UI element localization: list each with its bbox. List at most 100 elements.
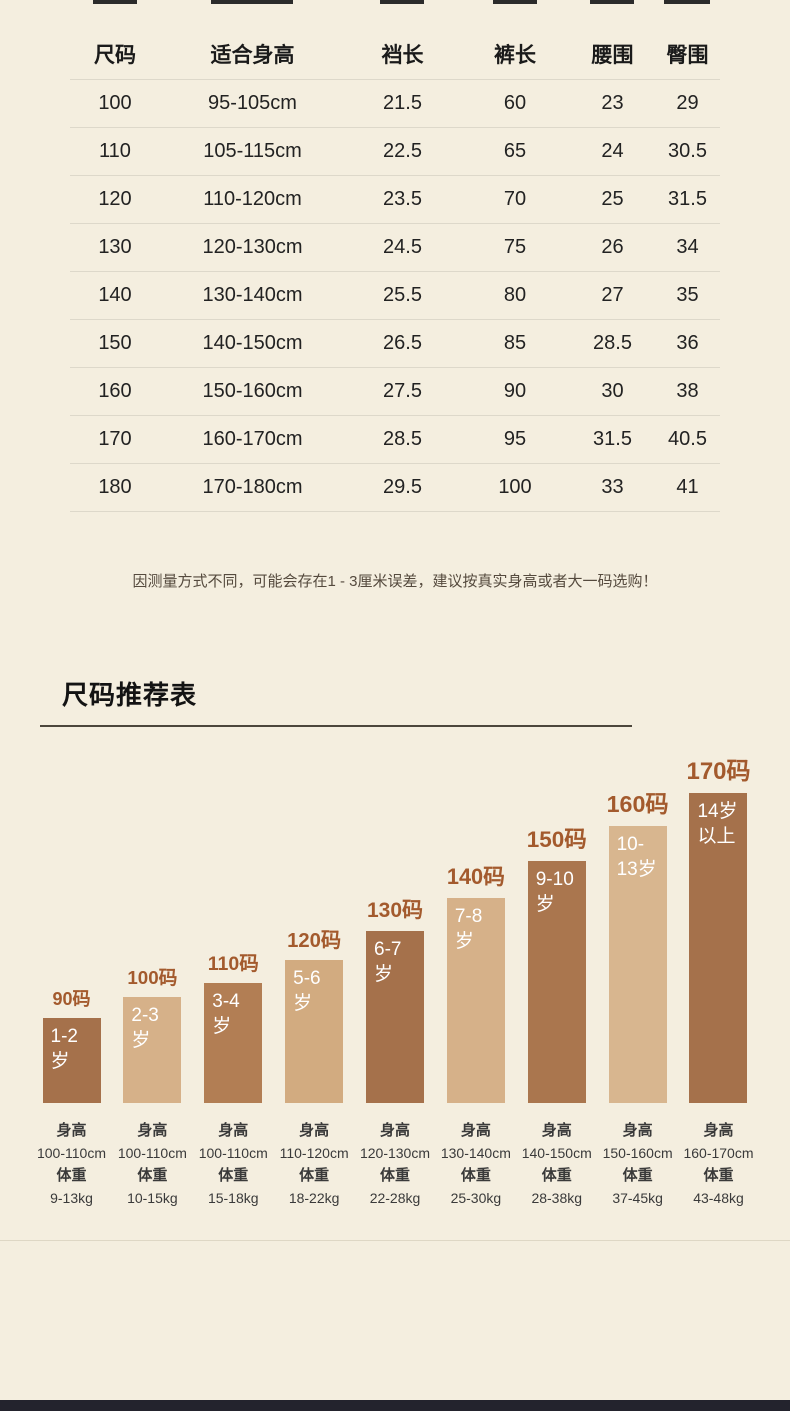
table-cell: 100 [98, 92, 132, 114]
table-cell: 41 [676, 476, 699, 498]
column-header: 裆长 [381, 43, 424, 67]
table-cell: 26 [601, 236, 624, 258]
table-row: 180 170-180cm 29.5 100 33 41 [70, 464, 720, 512]
table-cell: 23.5 [383, 188, 422, 210]
weight-value: 28-38kg [531, 1190, 583, 1206]
table-cell: 180 [98, 476, 132, 498]
age-bar: 5-6岁 [285, 960, 344, 1103]
weight-label: 体重 [218, 1167, 249, 1184]
column-info: 身高 100-110cm 体重 9-13kg [37, 1119, 106, 1209]
age-bar: 1-2岁 [42, 1018, 101, 1103]
table-cell: 25 [601, 188, 624, 210]
column-info: 身高 150-160cm 体重 37-45kg [603, 1119, 673, 1209]
table-cell: 60 [503, 92, 527, 114]
weight-label: 体重 [379, 1167, 410, 1184]
weight-value: 15-18kg [207, 1190, 259, 1206]
age-bar: 3-4岁 [204, 983, 263, 1103]
weight-value: 37-45kg [612, 1190, 663, 1206]
height-value: 100-110cm [36, 1145, 106, 1161]
chart-column: 150码 9-10岁 身高 140-150cm 体重 28-38kg [521, 751, 592, 1209]
table-cell: 110 [99, 140, 131, 162]
height-value: 100-110cm [198, 1145, 268, 1161]
table-cell: 28.5 [593, 332, 632, 354]
table-cell: 29.5 [383, 476, 422, 498]
weight-value: 18-22kg [288, 1190, 340, 1206]
column-info: 身高 120-130cm 体重 22-28kg [360, 1119, 430, 1209]
size-code-label: 140码 [446, 864, 505, 889]
table-cell: 120 [98, 188, 132, 210]
weight-value: 10-15kg [127, 1190, 178, 1206]
age-bar: 2-3岁 [123, 997, 182, 1103]
height-value: 120-130cm [359, 1145, 431, 1161]
column-header: 适合身高 [210, 43, 295, 67]
table-cell: 150-160cm [202, 380, 303, 402]
table-cell: 160-170cm [202, 428, 303, 450]
table-cell: 34 [676, 236, 699, 258]
height-label: 身高 [622, 1122, 653, 1139]
height-label: 身高 [56, 1122, 87, 1139]
table-cell: 170 [98, 428, 132, 450]
top-tick [93, 0, 137, 4]
column-header: 尺码 [94, 43, 136, 67]
table-cell: 31.5 [593, 428, 632, 450]
weight-label: 体重 [460, 1167, 491, 1184]
bottom-divider [0, 1240, 790, 1241]
table-row: 100 95-105cm 21.5 60 23 29 [70, 80, 720, 128]
weight-label: 体重 [703, 1167, 734, 1184]
top-tick [664, 0, 710, 4]
age-bar: 7-8岁 [446, 898, 505, 1103]
table-cell: 95-105cm [208, 92, 297, 114]
weight-label: 体重 [299, 1167, 330, 1184]
age-range-label: 6-7岁 [374, 939, 402, 985]
chart-column: 160码 10-13岁 身高 150-160cm 体重 37-45kg [602, 751, 673, 1209]
chart-column: 120码 5-6岁 身高 110-120cm 体重 18-22kg [279, 751, 350, 1209]
table-cell: 33 [601, 476, 624, 498]
age-bar: 14岁以上 [689, 793, 748, 1103]
table-cell: 150 [98, 332, 132, 354]
size-code-label: 120码 [287, 930, 342, 952]
table-cell: 27 [601, 284, 624, 306]
table-cell: 24 [601, 140, 624, 162]
age-range-label: 2-3岁 [131, 1005, 159, 1051]
age-bar: 9-10岁 [527, 861, 586, 1103]
table-row: 170 160-170cm 28.5 95 31.5 40.5 [70, 416, 720, 464]
weight-label: 体重 [622, 1167, 653, 1184]
age-range-label: 5-6岁 [293, 968, 321, 1014]
top-tick [211, 0, 293, 4]
top-tick [590, 0, 634, 4]
chart-column: 170码 14岁以上 身高 160-170cm 体重 43-48kg [683, 751, 754, 1209]
table-cell: 140 [98, 284, 132, 306]
table-cell: 120-130cm [202, 236, 303, 258]
height-label: 身高 [137, 1122, 168, 1139]
age-range-label: 9-10岁 [535, 869, 574, 915]
height-label: 身高 [703, 1122, 734, 1139]
table-cell: 80 [503, 284, 527, 306]
height-value: 100-110cm [117, 1145, 187, 1161]
table-cell: 26.5 [383, 332, 422, 354]
age-range-label: 7-8岁 [454, 906, 483, 952]
table-cell: 170-180cm [202, 476, 303, 498]
table-cell: 38 [676, 380, 699, 402]
section-title: 尺码推荐表 [62, 680, 198, 710]
age-bar: 6-7岁 [366, 931, 424, 1103]
chart-column: 140码 7-8岁 身高 130-140cm 体重 25-30kg [440, 751, 511, 1209]
table-cell: 24.5 [383, 236, 422, 258]
column-header: 臀围 [666, 43, 709, 67]
table-cell: 25.5 [383, 284, 422, 306]
table-cell: 21.5 [383, 92, 422, 114]
height-label: 身高 [541, 1122, 572, 1139]
weight-value: 43-48kg [693, 1190, 744, 1206]
table-row: 160 150-160cm 27.5 90 30 38 [70, 368, 720, 416]
table-cell: 30.5 [668, 140, 707, 162]
height-label: 身高 [460, 1122, 491, 1139]
table-row: 150 140-150cm 26.5 85 28.5 36 [70, 320, 720, 368]
table-row: 130 120-130cm 24.5 75 26 34 [70, 224, 720, 272]
table-row: 120 110-120cm 23.5 70 25 31.5 [70, 176, 720, 224]
chart-column: 110码 3-4岁 身高 100-110cm 体重 15-18kg [198, 751, 269, 1209]
size-code-label: 110码 [207, 953, 259, 975]
size-code-label: 100码 [127, 967, 178, 988]
weight-value: 22-28kg [369, 1190, 421, 1206]
height-value: 140-150cm [521, 1145, 592, 1161]
table-cell: 23 [601, 92, 624, 114]
